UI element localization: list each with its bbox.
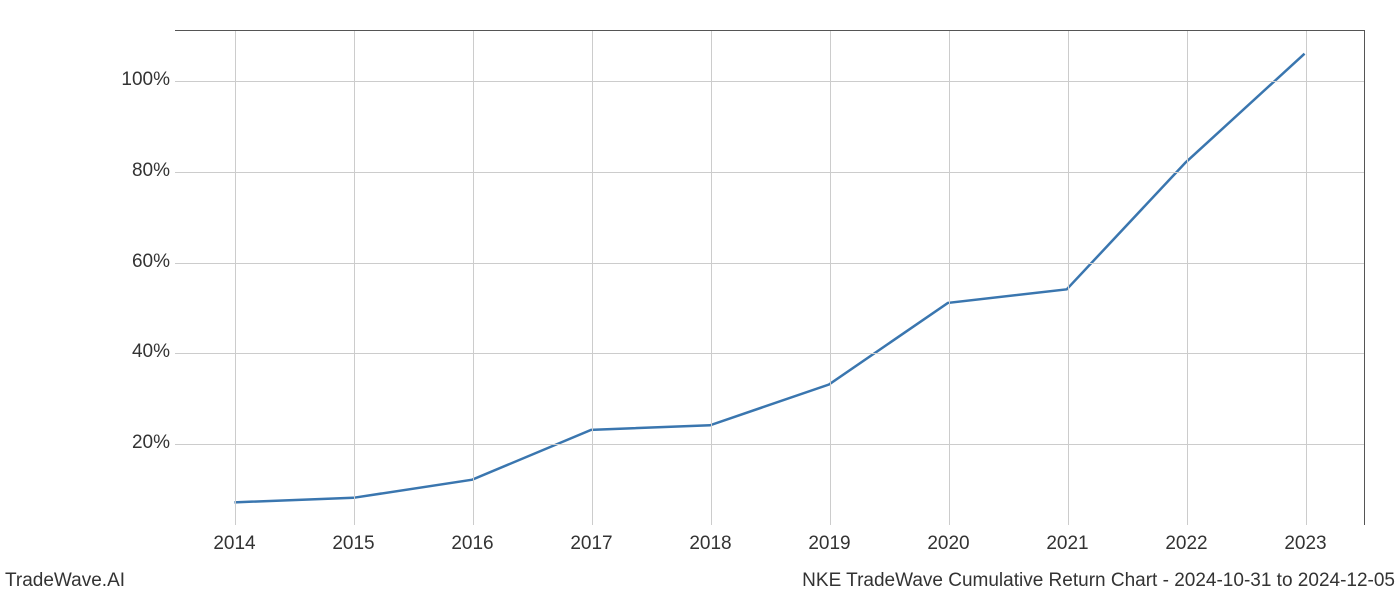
gridline-vertical — [830, 31, 831, 525]
plot-area — [175, 30, 1365, 525]
gridline-vertical — [1306, 31, 1307, 525]
footer-right-text: NKE TradeWave Cumulative Return Chart - … — [802, 570, 1395, 592]
gridline-vertical — [1068, 31, 1069, 525]
x-axis-tick-label: 2017 — [570, 533, 612, 555]
x-axis-tick-label: 2021 — [1046, 533, 1088, 555]
chart-container — [175, 30, 1365, 525]
x-axis-tick-label: 2022 — [1165, 533, 1207, 555]
footer-left-text: TradeWave.AI — [5, 570, 125, 592]
gridline-vertical — [592, 31, 593, 525]
gridline-vertical — [1187, 31, 1188, 525]
y-axis-tick-label: 20% — [132, 432, 170, 454]
y-axis-tick-label: 100% — [121, 69, 170, 91]
x-axis-tick-label: 2018 — [689, 533, 731, 555]
data-line — [234, 54, 1304, 503]
y-axis-tick-label: 40% — [132, 341, 170, 363]
x-axis-tick-label: 2019 — [808, 533, 850, 555]
gridline-vertical — [354, 31, 355, 525]
gridline-vertical — [235, 31, 236, 525]
x-axis-tick-label: 2015 — [332, 533, 374, 555]
x-axis-tick-label: 2016 — [451, 533, 493, 555]
y-axis-tick-label: 80% — [132, 160, 170, 182]
gridline-vertical — [711, 31, 712, 525]
x-axis-tick-label: 2014 — [213, 533, 255, 555]
x-axis-tick-label: 2020 — [927, 533, 969, 555]
gridline-vertical — [473, 31, 474, 525]
x-axis-tick-label: 2023 — [1284, 533, 1326, 555]
y-axis-tick-label: 60% — [132, 251, 170, 273]
gridline-vertical — [949, 31, 950, 525]
